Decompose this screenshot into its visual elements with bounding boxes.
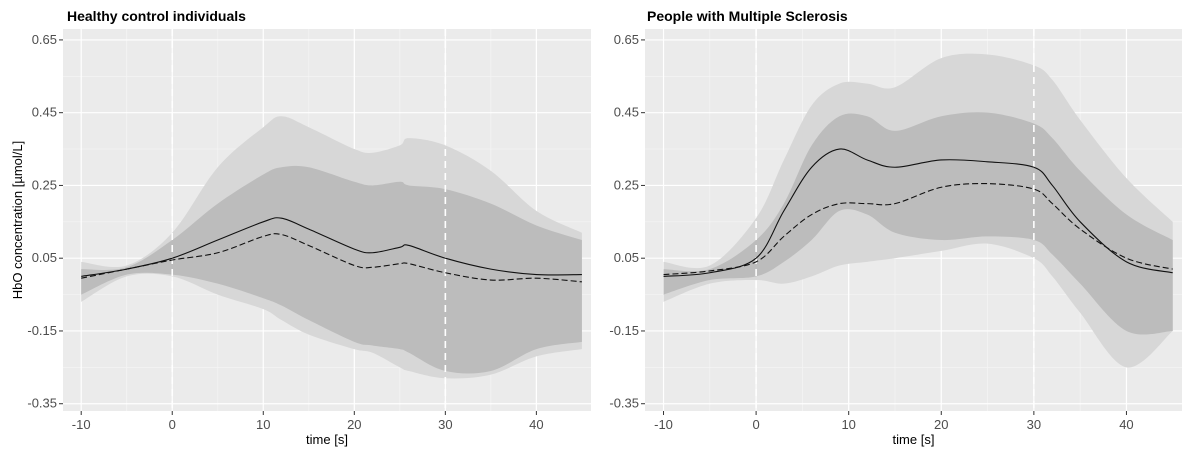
x-tick-label: 10 <box>256 417 270 432</box>
x-tick-label: 20 <box>934 417 948 432</box>
x-tick-label: 0 <box>752 417 759 432</box>
plot-area <box>63 29 591 411</box>
y-tick-label: 0.65 <box>32 32 57 47</box>
x-axis-title: time [s] <box>893 432 935 447</box>
y-tick-label: 0.05 <box>32 250 57 265</box>
series-line-solid <box>663 148 1173 277</box>
chart-panel-1: -10 0 10 20 30 40 -0.35 -0.15 0.05 0.25 0.45 0.65 He… <box>10 8 591 447</box>
series-line-solid <box>81 217 582 277</box>
x-tick-label: 30 <box>1027 417 1041 432</box>
x-tick-label: 30 <box>438 417 452 432</box>
x-tick-label: 40 <box>529 417 543 432</box>
x-tick-label: -10 <box>654 417 673 432</box>
y-tick-label: -0.35 <box>27 396 57 411</box>
x-tick-label: 0 <box>169 417 176 432</box>
y-tick-label: 0.25 <box>32 177 57 192</box>
y-axis-title: HbO concentration [µmol/L] <box>10 141 25 300</box>
y-tick-label: -0.15 <box>27 323 57 338</box>
series-line-dashed <box>663 183 1173 276</box>
panel-title: People with Multiple Sclerosis <box>647 8 848 24</box>
y-tick-label: 0.45 <box>614 105 639 120</box>
confidence-band-inner <box>81 165 582 374</box>
y-tick-label: -0.35 <box>609 396 639 411</box>
y-tick-label: 0.05 <box>614 250 639 265</box>
y-tick-label: 0.45 <box>32 105 57 120</box>
chart-panel-2: -10 0 10 20 30 40 -0.35 -0.15 0.05 0.25 0.45 0.65 Pe… <box>609 8 1182 447</box>
y-tick-label: 0.25 <box>614 177 639 192</box>
x-tick-label: 40 <box>1119 417 1133 432</box>
series-line-dashed <box>81 233 582 283</box>
confidence-band-inner <box>663 112 1173 335</box>
y-tick-label: 0.65 <box>614 32 639 47</box>
y-tick-label: -0.15 <box>609 323 639 338</box>
x-axis-title: time [s] <box>306 432 348 447</box>
plot-area <box>645 29 1182 411</box>
x-tick-label: -10 <box>72 417 91 432</box>
panel-title: Healthy control individuals <box>67 8 246 24</box>
x-tick-label: 10 <box>841 417 855 432</box>
x-tick-label: 20 <box>347 417 361 432</box>
